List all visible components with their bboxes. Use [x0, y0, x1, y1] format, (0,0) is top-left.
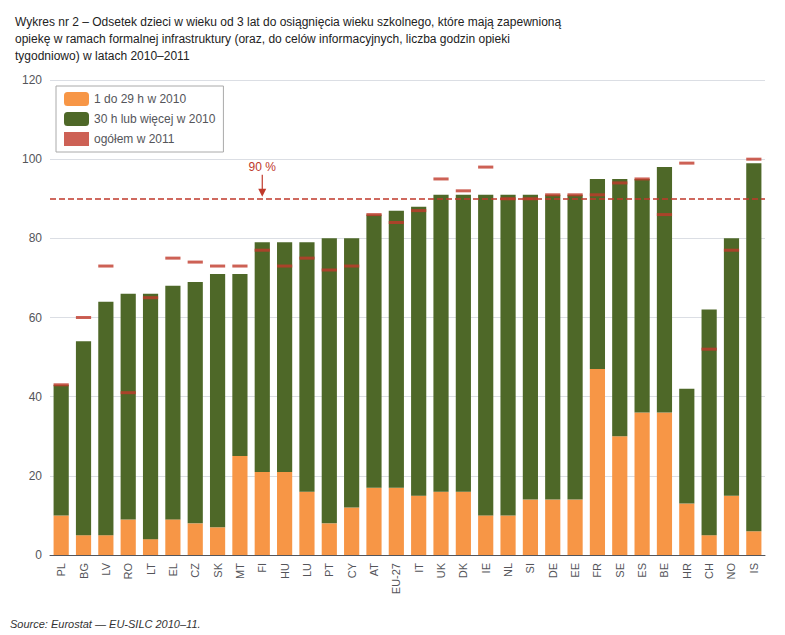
svg-text:IE: IE: [480, 563, 492, 573]
svg-text:MT: MT: [234, 563, 246, 579]
svg-text:UK: UK: [435, 562, 447, 578]
svg-text:SE: SE: [614, 563, 626, 578]
svg-text:DK: DK: [457, 562, 469, 578]
svg-text:100: 100: [22, 152, 42, 166]
svg-text:30 h lub więcej w 2010: 30 h lub więcej w 2010: [94, 112, 216, 126]
svg-text:HU: HU: [279, 563, 291, 579]
svg-text:1 do 29 h w 2010: 1 do 29 h w 2010: [94, 92, 186, 106]
svg-text:EL: EL: [167, 563, 179, 576]
svg-text:EU-27: EU-27: [390, 563, 402, 594]
svg-text:EE: EE: [569, 563, 581, 578]
svg-text:AT: AT: [368, 563, 380, 577]
svg-text:60: 60: [29, 311, 43, 325]
svg-text:0: 0: [35, 548, 42, 562]
svg-text:40: 40: [29, 390, 43, 404]
svg-text:Wykres nr 2 – Odsetek dzieci w: Wykres nr 2 – Odsetek dzieci w wieku od …: [15, 15, 561, 29]
svg-text:CH: CH: [703, 563, 715, 579]
svg-text:FI: FI: [256, 563, 268, 573]
svg-text:ES: ES: [636, 563, 648, 578]
svg-text:80: 80: [29, 231, 43, 245]
svg-text:BE: BE: [658, 563, 670, 578]
svg-text:Source: Eurostat — EU-SILC 201: Source: Eurostat — EU-SILC 2010–11.: [10, 618, 201, 630]
svg-text:20: 20: [29, 469, 43, 483]
svg-text:FR: FR: [591, 563, 603, 578]
svg-text:LU: LU: [301, 563, 313, 577]
svg-text:IT: IT: [413, 563, 425, 573]
svg-text:ogółem w 2011: ogółem w 2011: [94, 132, 175, 146]
svg-text:HR: HR: [681, 563, 693, 579]
svg-text:RO: RO: [122, 563, 134, 580]
svg-text:90 %: 90 %: [249, 160, 277, 174]
svg-text:LT: LT: [145, 563, 157, 575]
svg-text:opiekę w ramach formalnej infr: opiekę w ramach formalnej infrastruktury…: [15, 32, 510, 46]
svg-text:SI: SI: [524, 563, 536, 573]
svg-text:CZ: CZ: [189, 563, 201, 578]
svg-text:IS: IS: [748, 563, 760, 573]
svg-text:PL: PL: [55, 563, 67, 576]
svg-text:120: 120: [22, 73, 42, 87]
svg-text:LV: LV: [100, 562, 112, 575]
svg-text:DE: DE: [547, 563, 559, 578]
svg-text:PT: PT: [323, 563, 335, 577]
svg-text:NO: NO: [725, 563, 737, 580]
svg-text:BG: BG: [78, 563, 90, 579]
svg-text:NL: NL: [502, 563, 514, 577]
svg-text:tygodniowo) w latach 2010–2011: tygodniowo) w latach 2010–2011: [15, 49, 190, 63]
svg-text:CY: CY: [346, 562, 358, 578]
svg-text:SK: SK: [212, 562, 224, 577]
